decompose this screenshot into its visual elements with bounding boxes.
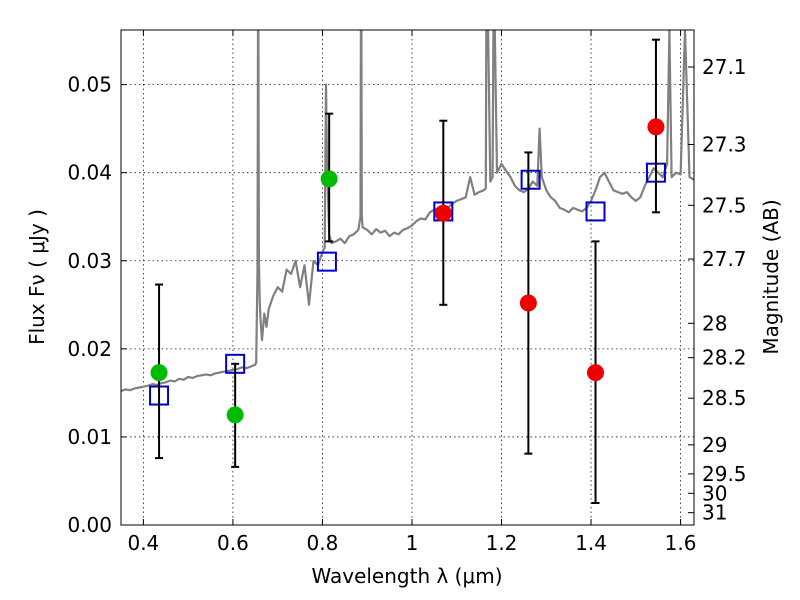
x-tick-label: 1.6 (665, 531, 697, 555)
y2-tick-label: 31 (702, 501, 727, 525)
model-photometry-point (520, 169, 541, 190)
y-tick-label: 0.05 (67, 73, 112, 97)
y2-tick-label: 28 (702, 311, 727, 335)
model-photometry-point (585, 201, 606, 222)
y2-tick-label: 29 (702, 433, 727, 457)
y-tick-label: 0.04 (67, 161, 112, 185)
x-tick-label: 0.8 (307, 531, 339, 555)
y-axis-title: Flux Fν ( μJy ) (25, 209, 49, 345)
x-tick-label: 1 (406, 531, 419, 555)
y2-axis-title: Magnitude (AB) (759, 199, 783, 354)
y2-tick-label: 27.5 (702, 193, 747, 217)
nir-detections-point (434, 204, 452, 222)
optical-detections-point (320, 170, 338, 188)
x-tick-label: 0.4 (127, 531, 159, 555)
plot-frame (120, 29, 695, 526)
y-tick-label: 0.02 (67, 337, 112, 361)
optical-detections-point (150, 364, 168, 382)
y-tick-label: 0.03 (67, 249, 112, 273)
x-axis-title: Wavelength λ (μm) (311, 564, 502, 588)
x-tick-label: 1.2 (486, 531, 518, 555)
y2-tick-label: 27.1 (702, 55, 747, 79)
y2-tick-label: 28.5 (702, 386, 747, 410)
y2-tick-label: 27.7 (702, 247, 747, 271)
y2-tick-label: 27.3 (702, 133, 747, 157)
y-tick-label: 0.01 (67, 425, 112, 449)
data-layer (121, 30, 694, 504)
model-photometry-point (316, 251, 337, 272)
y2-tick-label: 28.2 (702, 346, 747, 370)
tick-layer: 0.4 0.6 0.8 1 1.2 1.4 1.6 0.00 0.01 0.02 0.03 0.04 0… (67, 30, 747, 555)
nir-detections-point (587, 364, 605, 382)
y2-tick-label: 29.5 (702, 462, 747, 486)
x-tick-label: 1.4 (575, 531, 607, 555)
optical-detections-point (226, 406, 244, 424)
x-tick-label: 0.6 (217, 531, 249, 555)
y-tick-label: 0.00 (67, 513, 112, 537)
y2-tick-label: 30 (702, 481, 727, 505)
nir-detections-point (647, 118, 665, 136)
nir-detections-point (519, 294, 537, 312)
